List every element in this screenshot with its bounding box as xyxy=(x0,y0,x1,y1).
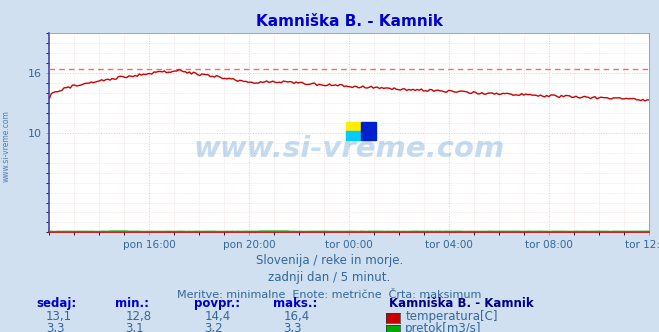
Text: www.si-vreme.com: www.si-vreme.com xyxy=(194,135,505,163)
Text: 3,3: 3,3 xyxy=(283,322,302,332)
Text: maks.:: maks.: xyxy=(273,297,318,310)
Text: min.:: min.: xyxy=(115,297,150,310)
Bar xyxy=(346,131,361,140)
Text: 3,3: 3,3 xyxy=(46,322,65,332)
Text: 3,2: 3,2 xyxy=(204,322,223,332)
Text: 13,1: 13,1 xyxy=(46,310,72,323)
Text: temperatura[C]: temperatura[C] xyxy=(405,310,498,323)
Bar xyxy=(346,122,361,131)
Text: 14,4: 14,4 xyxy=(204,310,231,323)
Title: Kamniška B. - Kamnik: Kamniška B. - Kamnik xyxy=(256,14,443,29)
Text: zadnji dan / 5 minut.: zadnji dan / 5 minut. xyxy=(268,271,391,284)
Text: povpr.:: povpr.: xyxy=(194,297,241,310)
Text: 16,4: 16,4 xyxy=(283,310,310,323)
Bar xyxy=(361,122,376,140)
Text: www.si-vreme.com: www.si-vreme.com xyxy=(2,110,11,182)
Text: sedaj:: sedaj: xyxy=(36,297,76,310)
Text: Slovenija / reke in morje.: Slovenija / reke in morje. xyxy=(256,254,403,267)
Text: Meritve: minimalne  Enote: metrične  Črta: maksimum: Meritve: minimalne Enote: metrične Črta:… xyxy=(177,290,482,300)
Text: pretok[m3/s]: pretok[m3/s] xyxy=(405,322,482,332)
Text: 3,1: 3,1 xyxy=(125,322,144,332)
Text: Kamniška B. - Kamnik: Kamniška B. - Kamnik xyxy=(389,297,533,310)
Text: 12,8: 12,8 xyxy=(125,310,152,323)
